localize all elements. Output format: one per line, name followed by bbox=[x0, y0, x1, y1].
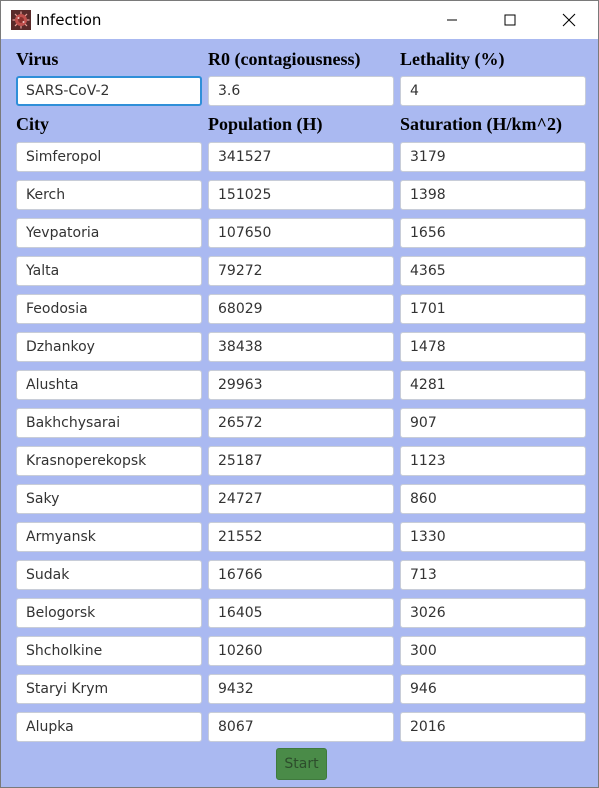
city-name-input[interactable] bbox=[16, 560, 202, 590]
population-input[interactable] bbox=[208, 484, 394, 514]
saturation-label: Saturation (H/km^2) bbox=[400, 114, 562, 134]
saturation-input[interactable] bbox=[400, 674, 586, 704]
population-input[interactable] bbox=[208, 598, 394, 628]
population-input[interactable] bbox=[208, 180, 394, 210]
saturation-input[interactable] bbox=[400, 446, 586, 476]
saturation-input[interactable] bbox=[400, 256, 586, 286]
window-title: Infection bbox=[36, 11, 102, 29]
city-name-input[interactable] bbox=[16, 598, 202, 628]
saturation-input[interactable] bbox=[400, 294, 586, 324]
lethality-input[interactable] bbox=[400, 76, 586, 106]
minimize-button[interactable] bbox=[429, 1, 475, 39]
population-input[interactable] bbox=[208, 636, 394, 666]
close-icon bbox=[562, 13, 576, 27]
city-name-input[interactable] bbox=[16, 294, 202, 324]
city-name-input[interactable] bbox=[16, 332, 202, 362]
population-label: Population (H) bbox=[208, 114, 323, 134]
saturation-input[interactable] bbox=[400, 370, 586, 400]
city-name-input[interactable] bbox=[16, 522, 202, 552]
population-input[interactable] bbox=[208, 560, 394, 590]
city-label: City bbox=[16, 114, 49, 134]
population-input[interactable] bbox=[208, 256, 394, 286]
city-name-input[interactable] bbox=[16, 180, 202, 210]
virus-label: Virus bbox=[16, 49, 59, 69]
population-input[interactable] bbox=[208, 522, 394, 552]
population-input[interactable] bbox=[208, 408, 394, 438]
city-name-input[interactable] bbox=[16, 446, 202, 476]
city-name-input[interactable] bbox=[16, 712, 202, 742]
title-bar[interactable]: Infection bbox=[1, 1, 598, 39]
saturation-input[interactable] bbox=[400, 142, 586, 172]
maximize-icon bbox=[504, 14, 516, 26]
population-input[interactable] bbox=[208, 142, 394, 172]
population-input[interactable] bbox=[208, 712, 394, 742]
saturation-input[interactable] bbox=[400, 522, 586, 552]
saturation-input[interactable] bbox=[400, 180, 586, 210]
city-name-input[interactable] bbox=[16, 408, 202, 438]
city-name-input[interactable] bbox=[16, 218, 202, 248]
saturation-input[interactable] bbox=[400, 484, 586, 514]
city-name-input[interactable] bbox=[16, 484, 202, 514]
virus-name-input[interactable] bbox=[16, 76, 202, 106]
lethality-label: Lethality (%) bbox=[400, 49, 505, 69]
saturation-input[interactable] bbox=[400, 408, 586, 438]
saturation-input[interactable] bbox=[400, 218, 586, 248]
population-input[interactable] bbox=[208, 370, 394, 400]
saturation-input[interactable] bbox=[400, 636, 586, 666]
close-button[interactable] bbox=[546, 1, 592, 39]
city-name-input[interactable] bbox=[16, 636, 202, 666]
population-input[interactable] bbox=[208, 294, 394, 324]
minimize-icon bbox=[446, 14, 458, 26]
start-button[interactable]: Start bbox=[276, 748, 327, 780]
city-name-input[interactable] bbox=[16, 674, 202, 704]
population-input[interactable] bbox=[208, 332, 394, 362]
population-input[interactable] bbox=[208, 446, 394, 476]
population-input[interactable] bbox=[208, 218, 394, 248]
saturation-input[interactable] bbox=[400, 598, 586, 628]
saturation-input[interactable] bbox=[400, 712, 586, 742]
r0-input[interactable] bbox=[208, 76, 394, 106]
population-input[interactable] bbox=[208, 674, 394, 704]
r0-label: R0 (contagiousness) bbox=[208, 49, 361, 69]
city-name-input[interactable] bbox=[16, 370, 202, 400]
saturation-input[interactable] bbox=[400, 332, 586, 362]
maximize-button[interactable] bbox=[487, 1, 533, 39]
city-name-input[interactable] bbox=[16, 256, 202, 286]
saturation-input[interactable] bbox=[400, 560, 586, 590]
city-name-input[interactable] bbox=[16, 142, 202, 172]
virus-icon bbox=[11, 10, 31, 30]
